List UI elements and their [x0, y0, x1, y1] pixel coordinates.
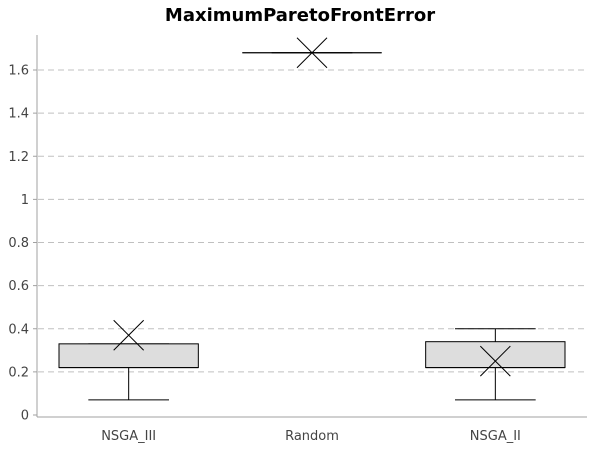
mean-marker — [479, 345, 511, 377]
mean-marker-stroke — [479, 345, 511, 377]
grid-layer — [38, 69, 587, 373]
y-tick-label: 0.4 — [8, 322, 29, 337]
box-nsga-iii — [58, 319, 199, 401]
box-random — [242, 37, 382, 69]
box-body — [58, 343, 199, 369]
x-tick-label: NSGA_II — [470, 429, 521, 444]
y-tick-label: 1 — [21, 193, 29, 208]
x-tick-label: Random — [285, 429, 339, 444]
mean-marker-stroke — [113, 319, 145, 351]
y-tick-label: 1.2 — [8, 150, 29, 165]
axes-layer — [33, 35, 587, 418]
y-tick-labels: 0 0.2 0.4 0.6 0.8 1 1.2 1.4 1.6 — [8, 64, 29, 424]
x-tick-labels: NSGA_III Random NSGA_II — [101, 429, 521, 444]
mean-marker-stroke — [296, 37, 328, 69]
y-tick-label: 1.6 — [8, 64, 29, 79]
x-tick-label: NSGA_III — [101, 429, 156, 444]
y-tick-label: 0.8 — [8, 236, 29, 251]
chart-title: MaximumParetoFrontError — [164, 5, 436, 26]
y-tick-label: 0.2 — [8, 365, 29, 380]
mean-marker — [296, 37, 328, 69]
y-tick-label: 1.4 — [8, 107, 29, 122]
box-nsga-ii — [425, 328, 566, 401]
y-tick-label: 0 — [21, 409, 29, 424]
boxes-layer — [58, 37, 566, 401]
box-body — [425, 341, 566, 369]
mean-marker — [113, 319, 145, 351]
y-tick-label: 0.6 — [8, 279, 29, 294]
